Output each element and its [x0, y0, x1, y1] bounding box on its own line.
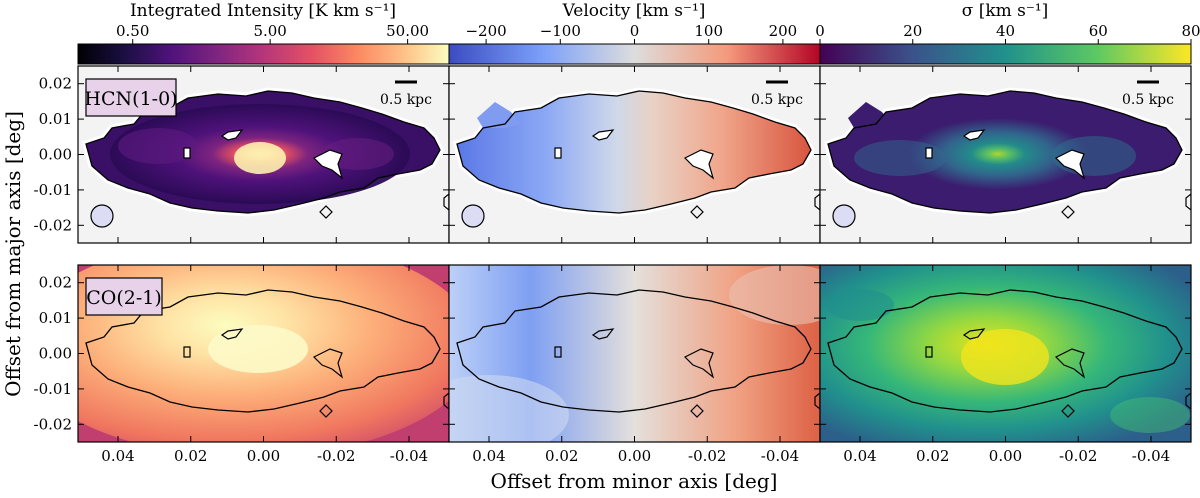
hole-contour [962, 129, 986, 141]
x-tick-label: -0.04 [390, 447, 428, 465]
x-tick-label: -0.02 [1059, 447, 1097, 465]
scale-bar-label: 0.5 kpc [380, 92, 432, 108]
hole-contour [925, 346, 933, 358]
colorbar-ticks: 0.50 5.00 50.00 −200 −100 0 100 200 0 20 40 60 80 [116, 22, 1200, 44]
hole-contour [591, 129, 615, 141]
y-tick-label: 0.02 [39, 75, 72, 93]
colorbar-tick-label: 0 [815, 22, 825, 40]
map-panel-co-intensity [78, 265, 449, 442]
hole-contour [312, 149, 344, 180]
colorbar-intensity [77, 43, 450, 65]
hole-contour [1061, 205, 1075, 219]
colorbar-tick-label: 5.00 [253, 22, 286, 40]
x-tick-label: 0.04 [843, 447, 876, 465]
y-tick-label: 0.02 [39, 274, 72, 292]
x-tick-label: 0.00 [247, 447, 280, 465]
hole-contour [312, 348, 344, 379]
beam-ellipse [90, 204, 114, 228]
hole-contour [690, 205, 704, 219]
hole-contour [183, 346, 191, 358]
scale-bar-label: 0.5 kpc [1122, 92, 1174, 108]
hole-contour [554, 346, 562, 358]
y-axis-label: Offset from major axis [deg] [1, 111, 25, 397]
colorbar-tick-label: 40 [996, 22, 1015, 40]
map-panels: 0.5 kpc 0.5 kpc 0.5 kpc [77, 65, 1192, 443]
hole-contour [220, 328, 244, 340]
hole-contour [690, 404, 704, 418]
colorbar-tick-label: 100 [694, 22, 723, 40]
x-tick-label: 0.02 [545, 447, 578, 465]
x-tick-label: 0.04 [101, 447, 134, 465]
x-tick-label: 0.04 [472, 447, 505, 465]
colorbar-tick-label: 20 [903, 22, 922, 40]
beam-ellipse [832, 204, 856, 228]
y-tick-label: -0.01 [34, 181, 72, 199]
hole-contour [962, 328, 986, 340]
hole-contour [183, 147, 191, 159]
x-tick-label: -0.02 [317, 447, 355, 465]
map-panel-co-velocity [449, 265, 820, 442]
axis-ticks: 0.02 0.01 0.00 -0.01 -0.02 0.02 0.01 0.00 -0.01 -… [34, 66, 1191, 465]
y-tick-label: -0.02 [34, 216, 72, 234]
x-axis-label: Offset from minor axis [deg] [491, 469, 778, 493]
hole-contour [591, 328, 615, 340]
hole-contour [1061, 404, 1075, 418]
y-tick-label: -0.01 [34, 380, 72, 398]
y-tick-label: 0.01 [39, 110, 72, 128]
colorbar-tick-label: 0 [630, 22, 640, 40]
colorbar-title-sigma: σ [km s⁻¹] [962, 1, 1049, 21]
colorbar-tick-label: 200 [769, 22, 798, 40]
hole-contour [220, 129, 244, 141]
map-panel-hcn-velocity: 0.5 kpc [449, 66, 820, 243]
colorbar-tick-label: −200 [465, 22, 506, 40]
scale-bar-label: 0.5 kpc [751, 92, 803, 108]
colorbar-tick-label: 60 [1089, 22, 1108, 40]
x-tick-label: 0.02 [916, 447, 949, 465]
hole-contour [1054, 348, 1086, 379]
x-tick-label: 0.00 [989, 447, 1022, 465]
hole-contour [554, 147, 562, 159]
colorbar-title-velocity: Velocity [km s⁻¹] [562, 1, 706, 21]
colorbar-tick-label: −100 [540, 22, 581, 40]
hole-contour [319, 404, 333, 418]
x-tick-label: 0.00 [618, 447, 651, 465]
beam-ellipse [461, 204, 485, 228]
map-panel-hcn-sigma: 0.5 kpc [820, 66, 1191, 243]
hole-contour [925, 147, 933, 159]
x-tick-label: -0.04 [761, 447, 799, 465]
x-tick-label: 0.02 [174, 447, 207, 465]
row-label-co: CO(2-1) [85, 277, 163, 316]
map-panel-co-sigma [820, 265, 1191, 442]
svg-text:HCN(1-0): HCN(1-0) [84, 88, 177, 110]
colorbar-sigma [819, 43, 1192, 65]
hole-contour [683, 348, 715, 379]
colorbar-tick-label: 80 [1181, 22, 1200, 40]
x-tick-label: -0.04 [1132, 447, 1170, 465]
svg-text:CO(2-1): CO(2-1) [86, 287, 162, 309]
colorbar-tick-label: 50.00 [386, 22, 429, 40]
hole-contour [683, 149, 715, 180]
y-tick-label: 0.00 [39, 146, 72, 164]
y-tick-label: 0.01 [39, 309, 72, 327]
y-tick-label: -0.02 [34, 415, 72, 433]
hole-contour [1054, 149, 1086, 180]
hole-contour [319, 205, 333, 219]
colorbar-tick-label: 0.50 [116, 22, 149, 40]
colorbar-velocity [448, 43, 821, 65]
x-tick-label: -0.02 [688, 447, 726, 465]
row-label-hcn: HCN(1-0) [84, 78, 178, 117]
colorbars: Integrated Intensity [K km s⁻¹] Velocity… [77, 1, 1200, 65]
colorbar-title-intensity: Integrated Intensity [K km s⁻¹] [130, 1, 396, 21]
y-tick-label: 0.00 [39, 345, 72, 363]
